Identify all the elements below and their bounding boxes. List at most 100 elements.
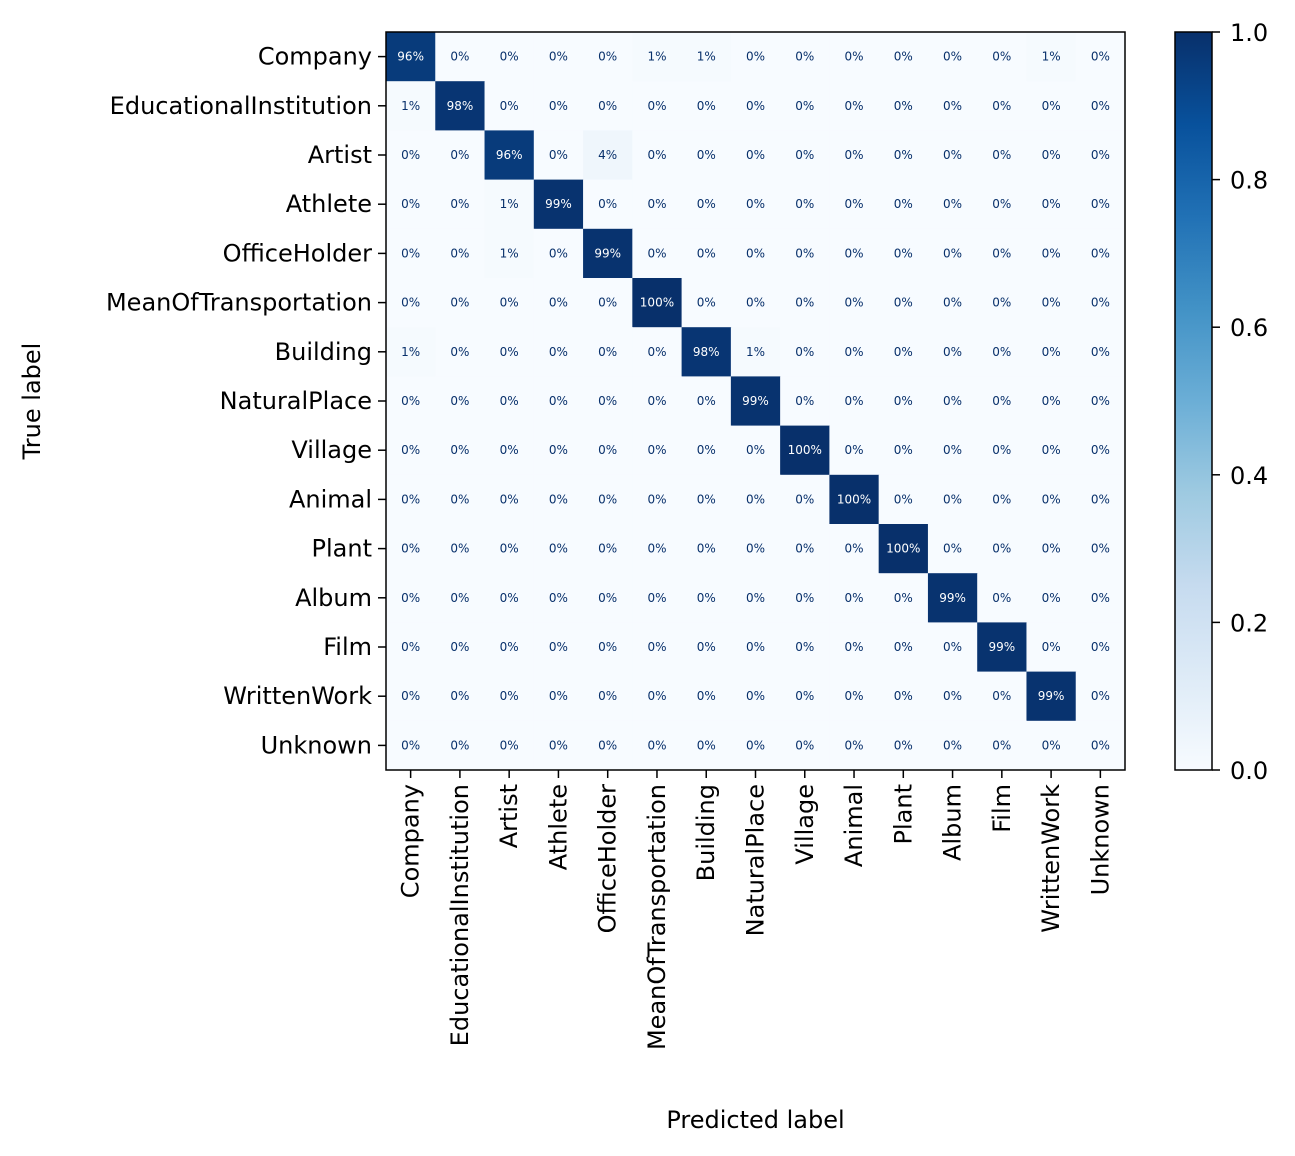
heatmap-cell [435, 474, 486, 525]
heatmap-cell-value: 0% [647, 492, 666, 506]
heatmap-cell-value: 0% [697, 99, 716, 113]
heatmap-cell-value: 0% [1091, 443, 1110, 457]
heatmap-cell [878, 622, 929, 673]
heatmap-cell-value: 0% [894, 443, 913, 457]
heatmap-cell [927, 130, 978, 181]
heatmap-cell-value: 0% [401, 197, 420, 211]
heatmap-cell [1026, 81, 1077, 131]
y-tick-label: Artist [308, 141, 372, 169]
heatmap-cell [583, 720, 633, 771]
heatmap-cell-value: 0% [647, 148, 666, 162]
heatmap-cell [829, 32, 880, 82]
heatmap-cell [533, 81, 584, 131]
heatmap-cell [484, 573, 535, 623]
heatmap-cell [583, 130, 633, 181]
heatmap-cell [730, 573, 781, 623]
heatmap-cell-value: 0% [795, 640, 814, 654]
heatmap-cell-value: 0% [549, 591, 568, 605]
heatmap-cell-value: 99% [742, 394, 769, 408]
heatmap-cell [386, 32, 436, 82]
heatmap-cell-value: 0% [549, 689, 568, 703]
heatmap-cell [386, 278, 436, 328]
heatmap-cell [829, 130, 880, 181]
heatmap-cell [435, 278, 486, 328]
heatmap-cell-value: 0% [992, 296, 1011, 310]
heatmap-cell [435, 573, 486, 623]
heatmap-cell-value: 0% [943, 492, 962, 506]
heatmap-cell [1026, 425, 1077, 476]
heatmap-cell [583, 228, 633, 279]
heatmap-cell-value: 0% [943, 394, 962, 408]
heatmap-cell-value: 4% [598, 148, 617, 162]
heatmap-cell [484, 425, 535, 476]
heatmap-cell-value: 0% [943, 640, 962, 654]
heatmap-cell [1026, 720, 1077, 771]
heatmap-cell-value: 0% [697, 542, 716, 556]
heatmap-cell [829, 327, 880, 377]
heatmap-cell-value: 0% [795, 296, 814, 310]
heatmap-cell-value: 0% [1091, 542, 1110, 556]
heatmap-cell-value: 0% [795, 99, 814, 113]
heatmap-cell-value: 0% [894, 99, 913, 113]
heatmap-cell [1075, 179, 1126, 230]
heatmap-cell [780, 81, 830, 131]
heatmap-cell-value: 96% [397, 50, 424, 64]
heatmap-cell-value: 0% [549, 443, 568, 457]
heatmap-cell-value: 0% [795, 492, 814, 506]
heatmap-cell [681, 376, 732, 427]
heatmap-cell-value: 0% [992, 542, 1011, 556]
heatmap-cell [878, 32, 929, 82]
heatmap-cell [386, 228, 436, 279]
heatmap-cell [730, 671, 781, 722]
heatmap-cell [829, 179, 880, 230]
heatmap-cell-value: 0% [549, 296, 568, 310]
heatmap-cell-value: 0% [500, 443, 519, 457]
heatmap-cell-value: 0% [992, 99, 1011, 113]
heatmap-cell [435, 425, 486, 476]
heatmap-cell [730, 228, 781, 279]
heatmap-cell [533, 179, 584, 230]
heatmap-cell-value: 0% [992, 197, 1011, 211]
heatmap-cell [977, 720, 1028, 771]
heatmap-cell [533, 622, 584, 673]
heatmap-cell [681, 179, 732, 230]
heatmap-cell-value: 0% [697, 148, 716, 162]
heatmap-cell [829, 474, 880, 525]
y-axis-ticks: Company EducationalInstitution Artist Athle… [106, 43, 386, 759]
heatmap-cell-value: 0% [795, 394, 814, 408]
heatmap-cell-value: 0% [746, 246, 765, 260]
heatmap-cell-value: 0% [697, 591, 716, 605]
heatmap-cell [1026, 573, 1077, 623]
heatmap-cell [435, 671, 486, 722]
colorbar: 0.0 0.2 0.4 0.6 0.8 1.0 [1174, 19, 1268, 785]
heatmap-cell-value: 1% [647, 50, 666, 64]
heatmap-cell [730, 720, 781, 771]
heatmap-cell [977, 524, 1028, 574]
heatmap-cell [583, 179, 633, 230]
heatmap-cell [484, 474, 535, 525]
heatmap-cell [583, 425, 633, 476]
heatmap-cell-value: 0% [598, 591, 617, 605]
heatmap-cell [780, 32, 830, 82]
heatmap-cell-value: 0% [598, 443, 617, 457]
heatmap-cell [1026, 278, 1077, 328]
heatmap-cell [583, 81, 633, 131]
heatmap-cell [780, 524, 830, 574]
heatmap-cell-value: 0% [647, 197, 666, 211]
heatmap-cell [435, 524, 486, 574]
heatmap-cell-value: 0% [1091, 148, 1110, 162]
heatmap-cell [780, 228, 830, 279]
heatmap-cell [435, 376, 486, 427]
heatmap-cell [829, 81, 880, 131]
heatmap-cell-value: 0% [647, 443, 666, 457]
heatmap-cell [1026, 179, 1077, 230]
heatmap-cell-value: 0% [746, 443, 765, 457]
y-tick-label: WrittenWork [223, 682, 372, 710]
heatmap-cell-value: 0% [894, 492, 913, 506]
x-tick-label: MeanOfTransportation [643, 784, 671, 1050]
heatmap-cell [484, 327, 535, 377]
heatmap-cell-value: 0% [401, 296, 420, 310]
heatmap-cell-value: 0% [647, 689, 666, 703]
heatmap-cell [681, 278, 732, 328]
heatmap-cell [977, 32, 1028, 82]
